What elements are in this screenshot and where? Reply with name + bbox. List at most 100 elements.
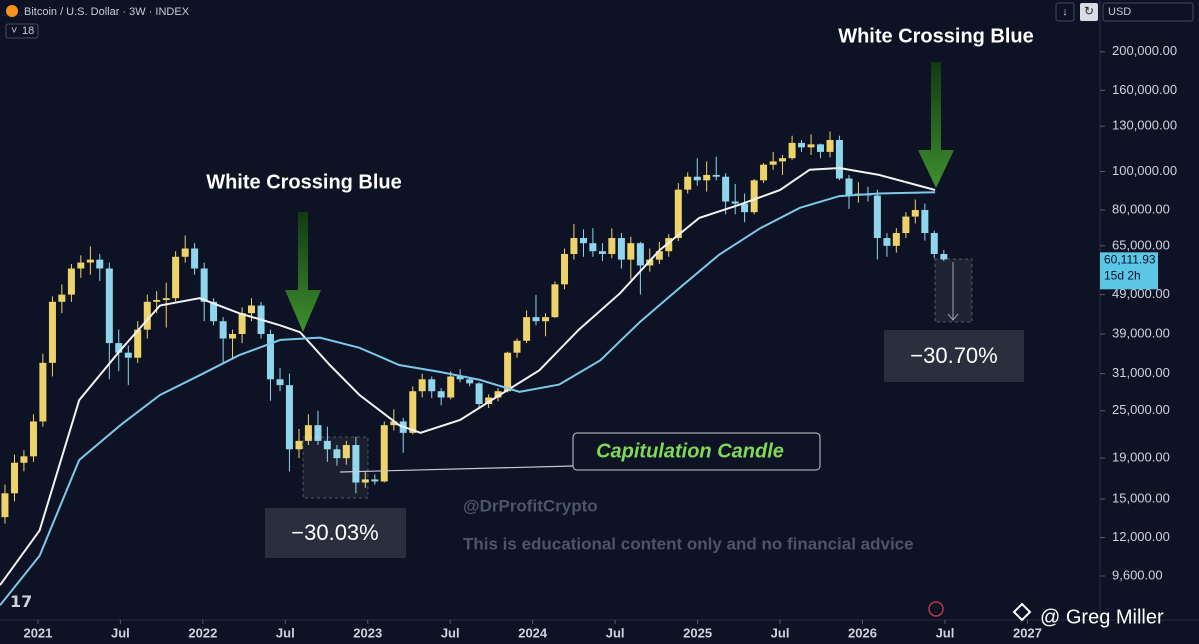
candle-body: [314, 425, 322, 441]
candle-body: [219, 321, 227, 339]
candle-body: [911, 209, 919, 217]
candle-body: [361, 479, 369, 483]
candle-body: [722, 176, 730, 202]
candle-body: [779, 158, 787, 162]
countdown: 15d 2h: [1104, 268, 1141, 282]
plot-area: [0, 131, 948, 606]
candle-body: [266, 334, 274, 380]
y-tick-label: 25,000.00: [1112, 402, 1170, 417]
candle-body: [304, 425, 312, 441]
candle-body: [105, 268, 113, 344]
alert-icon: [928, 601, 944, 617]
y-tick-label: 130,000.00: [1112, 118, 1177, 133]
callout-text: Capitulation Candle: [596, 440, 784, 462]
candle-body: [238, 313, 246, 335]
x-tick-label: Jul: [936, 625, 955, 640]
candle-body: [371, 479, 379, 482]
moving-average: [0, 191, 936, 606]
currency-select[interactable]: [1102, 2, 1194, 22]
candle-body: [561, 253, 569, 285]
candle-body: [153, 299, 161, 302]
callout-box: [572, 432, 821, 471]
candle-body: [229, 334, 237, 339]
tv-logo: 𝟭𝟳: [10, 594, 32, 611]
y-tick-label: 200,000.00: [1112, 43, 1177, 58]
candle-body: [390, 421, 398, 426]
candle-body: [873, 195, 881, 239]
callout-line: [339, 465, 574, 473]
candle-body: [475, 383, 483, 405]
candle-body: [276, 379, 284, 386]
candle-body: [665, 238, 673, 252]
x-tick-label: Jul: [111, 625, 130, 640]
candle-body: [570, 238, 578, 254]
candle-body: [807, 144, 815, 148]
last-price: 60,111.93: [1104, 252, 1156, 266]
candle-body: [333, 449, 341, 459]
candle-body: [883, 238, 891, 246]
candle-body: [769, 161, 777, 165]
candle-body: [523, 317, 531, 341]
candle-body: [617, 238, 625, 260]
x-tick-label: Jul: [771, 625, 790, 640]
y-tick-label: 39,000.00: [1112, 325, 1170, 340]
candle-body: [58, 294, 66, 302]
credit-logo: [1012, 602, 1032, 622]
disclaimer: This is educational content only and no …: [463, 534, 914, 553]
candle-body: [608, 238, 616, 254]
arrow: [285, 212, 321, 332]
candle-body: [342, 445, 350, 459]
candle-body: [134, 329, 142, 358]
candle-body: [921, 209, 929, 234]
candle-body: [589, 243, 597, 252]
reload-icon: ↻: [1084, 4, 1094, 18]
y-tick-label: 100,000.00: [1112, 163, 1177, 178]
candle-body: [285, 385, 293, 450]
candle-body: [210, 301, 218, 322]
watermark: @DrProfitCrypto: [463, 496, 598, 515]
candle-body: [750, 180, 758, 213]
candle-body: [731, 201, 739, 204]
candle-body: [1, 493, 9, 518]
credit: @ Greg Miller: [1040, 606, 1164, 628]
x-tick-label: 2023: [353, 625, 382, 640]
candle-body: [684, 176, 692, 190]
candle-body: [551, 284, 559, 318]
candle-body: [428, 379, 436, 392]
candle-body: [930, 233, 938, 254]
reload-button[interactable]: [1080, 3, 1098, 21]
candle-body: [703, 174, 711, 181]
moving-average: [0, 166, 936, 586]
badge-count: 18: [22, 25, 34, 37]
candle-body: [513, 340, 521, 353]
candle-body: [48, 301, 56, 363]
candle-body: [352, 445, 360, 483]
candle-body: [892, 233, 900, 246]
candle-body: [826, 139, 834, 152]
download-button[interactable]: [1055, 2, 1075, 22]
candle-body: [323, 440, 331, 450]
candle-body: [712, 174, 720, 177]
symbol-title: Bitcoin / U.S. Dollar · 3W · INDEX: [24, 6, 190, 18]
coin-icon: [6, 5, 18, 17]
candle-body: [835, 139, 843, 179]
pct-label: −30.03%: [291, 520, 378, 545]
candle-body: [636, 243, 644, 266]
candle-body: [788, 142, 796, 159]
x-tick-label: 2026: [848, 625, 877, 640]
y-tick-label: 31,000.00: [1112, 365, 1170, 380]
pct-box: [884, 330, 1024, 382]
pct-label: −30.70%: [910, 343, 997, 368]
badge-box[interactable]: [5, 23, 39, 39]
x-tick-label: Jul: [606, 625, 625, 640]
candle-body: [409, 391, 417, 433]
candle-body: [532, 317, 540, 322]
candle-body: [816, 144, 824, 152]
pct-box: [265, 508, 406, 558]
candle-body: [466, 379, 474, 384]
candle-body: [579, 238, 587, 244]
candle-body: [77, 262, 85, 269]
candle-body: [200, 268, 208, 302]
